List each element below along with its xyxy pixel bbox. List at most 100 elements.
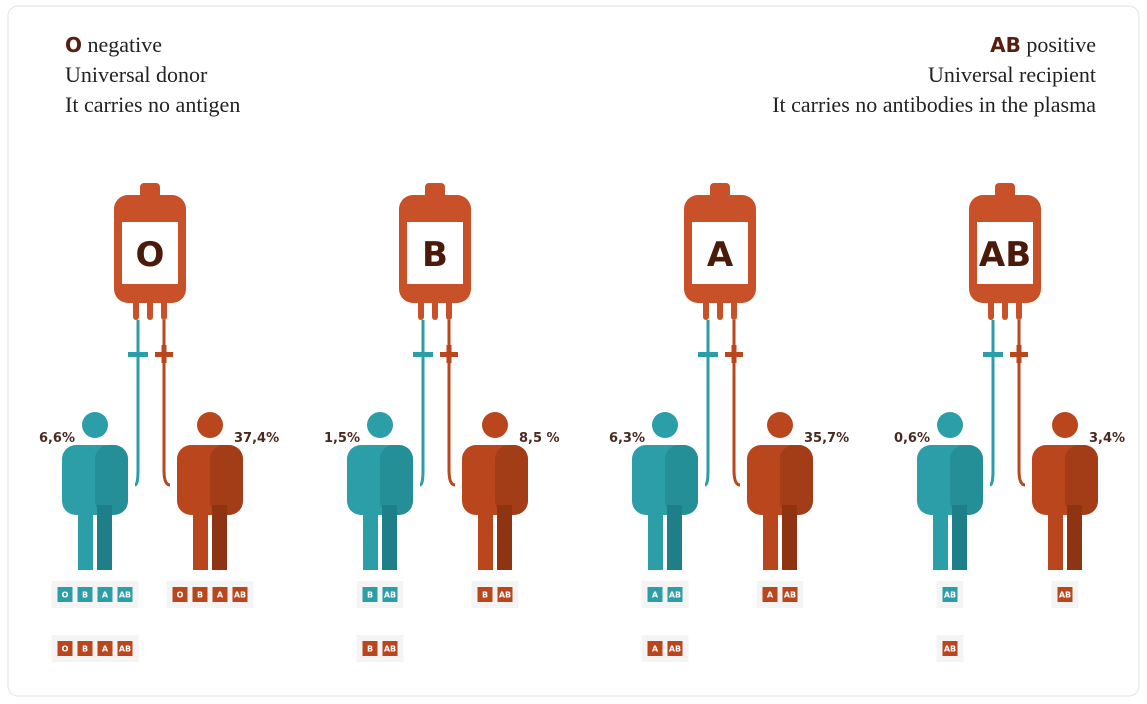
person-shade [780,445,813,515]
person-leg [363,505,378,570]
type-box-label: A [102,645,109,654]
type-box-label: AB [119,591,131,600]
bag-type: O [136,235,165,275]
person-leg [78,505,93,570]
type-box-label: O [177,591,184,600]
type-box-label: AB [784,591,796,600]
negative-percent: 1,5% [324,431,360,446]
left-line: Universal donor [65,62,208,87]
negative-percent: 6,3% [609,431,645,446]
type-box-label: B [197,591,203,600]
negative-percent: 6,6% [39,431,75,446]
right-line: Universal recipient [928,62,1096,87]
person-head [937,412,963,438]
person-shade [95,445,128,515]
drip [147,300,153,320]
left-type: O [65,33,82,57]
person-shade [665,445,698,515]
person-leg [1048,505,1063,570]
type-box-label: AB [119,645,131,654]
plus-v [447,345,452,363]
type-box-label: AB [384,645,396,654]
type-box-label: AB [944,591,956,600]
type-box-label: A [652,591,659,600]
type-box-label: AB [944,645,956,654]
left-header: O negative [65,32,162,57]
type-box-label: AB [384,591,396,600]
person-head [367,412,393,438]
person-shade [950,445,983,515]
left-suffix: negative [88,32,163,57]
bag-type: AB [979,235,1031,275]
right-line: It carries no antibodies in the plasma [772,92,1096,117]
left-line: It carries no antigen [65,92,240,117]
person-head [197,412,223,438]
drip [703,300,709,320]
person-shade [210,445,243,515]
person-leg [667,505,682,570]
type-box-label: AB [1059,591,1071,600]
person-leg [933,505,948,570]
person-head [767,412,793,438]
person-leg [648,505,663,570]
type-box-label: B [367,645,373,654]
infographic: O negative Universal donor It carries no… [0,0,1147,704]
type-box-label: AB [669,645,681,654]
type-box-label: AB [234,591,246,600]
minus-sign [413,352,433,357]
plus-v [162,345,167,363]
person-leg [382,505,397,570]
positive-percent: 37,4% [234,431,279,446]
person-head [82,412,108,438]
person-shade [1065,445,1098,515]
person-leg [763,505,778,570]
drip [717,300,723,320]
type-box-label: A [102,591,109,600]
drip [446,300,452,320]
person-shade [495,445,528,515]
person-leg [1067,505,1082,570]
drip [1002,300,1008,320]
person-head [1052,412,1078,438]
type-box-label: AB [499,591,511,600]
type-box-label: A [217,591,224,600]
plus-v [1017,345,1022,363]
positive-percent: 35,7% [804,431,849,446]
type-box-label: B [367,591,373,600]
person-leg [497,505,512,570]
minus-sign [698,352,718,357]
plus-v [732,345,737,363]
type-box-label: B [82,645,88,654]
person-head [482,412,508,438]
type-box-label: AB [669,591,681,600]
drip [161,300,167,320]
right-header: AB positive [990,32,1096,57]
person-leg [212,505,227,570]
type-box-label: B [82,591,88,600]
drip [988,300,994,320]
person-head [652,412,678,438]
drip [133,300,139,320]
type-box-label: O [62,591,69,600]
type-box-label: A [652,645,659,654]
right-suffix: positive [1026,32,1096,57]
minus-sign [983,352,1003,357]
person-leg [782,505,797,570]
drip [1016,300,1022,320]
positive-percent: 3,4% [1089,431,1125,446]
bag-type: A [707,235,734,275]
type-box-label: A [767,591,774,600]
minus-sign [128,352,148,357]
negative-percent: 0,6% [894,431,930,446]
type-box-label: O [62,645,69,654]
positive-percent: 8,5 % [519,431,560,446]
person-leg [97,505,112,570]
person-leg [478,505,493,570]
type-box-label: B [482,591,488,600]
drip [432,300,438,320]
right-type: AB [990,33,1021,57]
person-shade [380,445,413,515]
person-leg [193,505,208,570]
drip [418,300,424,320]
person-leg [952,505,967,570]
